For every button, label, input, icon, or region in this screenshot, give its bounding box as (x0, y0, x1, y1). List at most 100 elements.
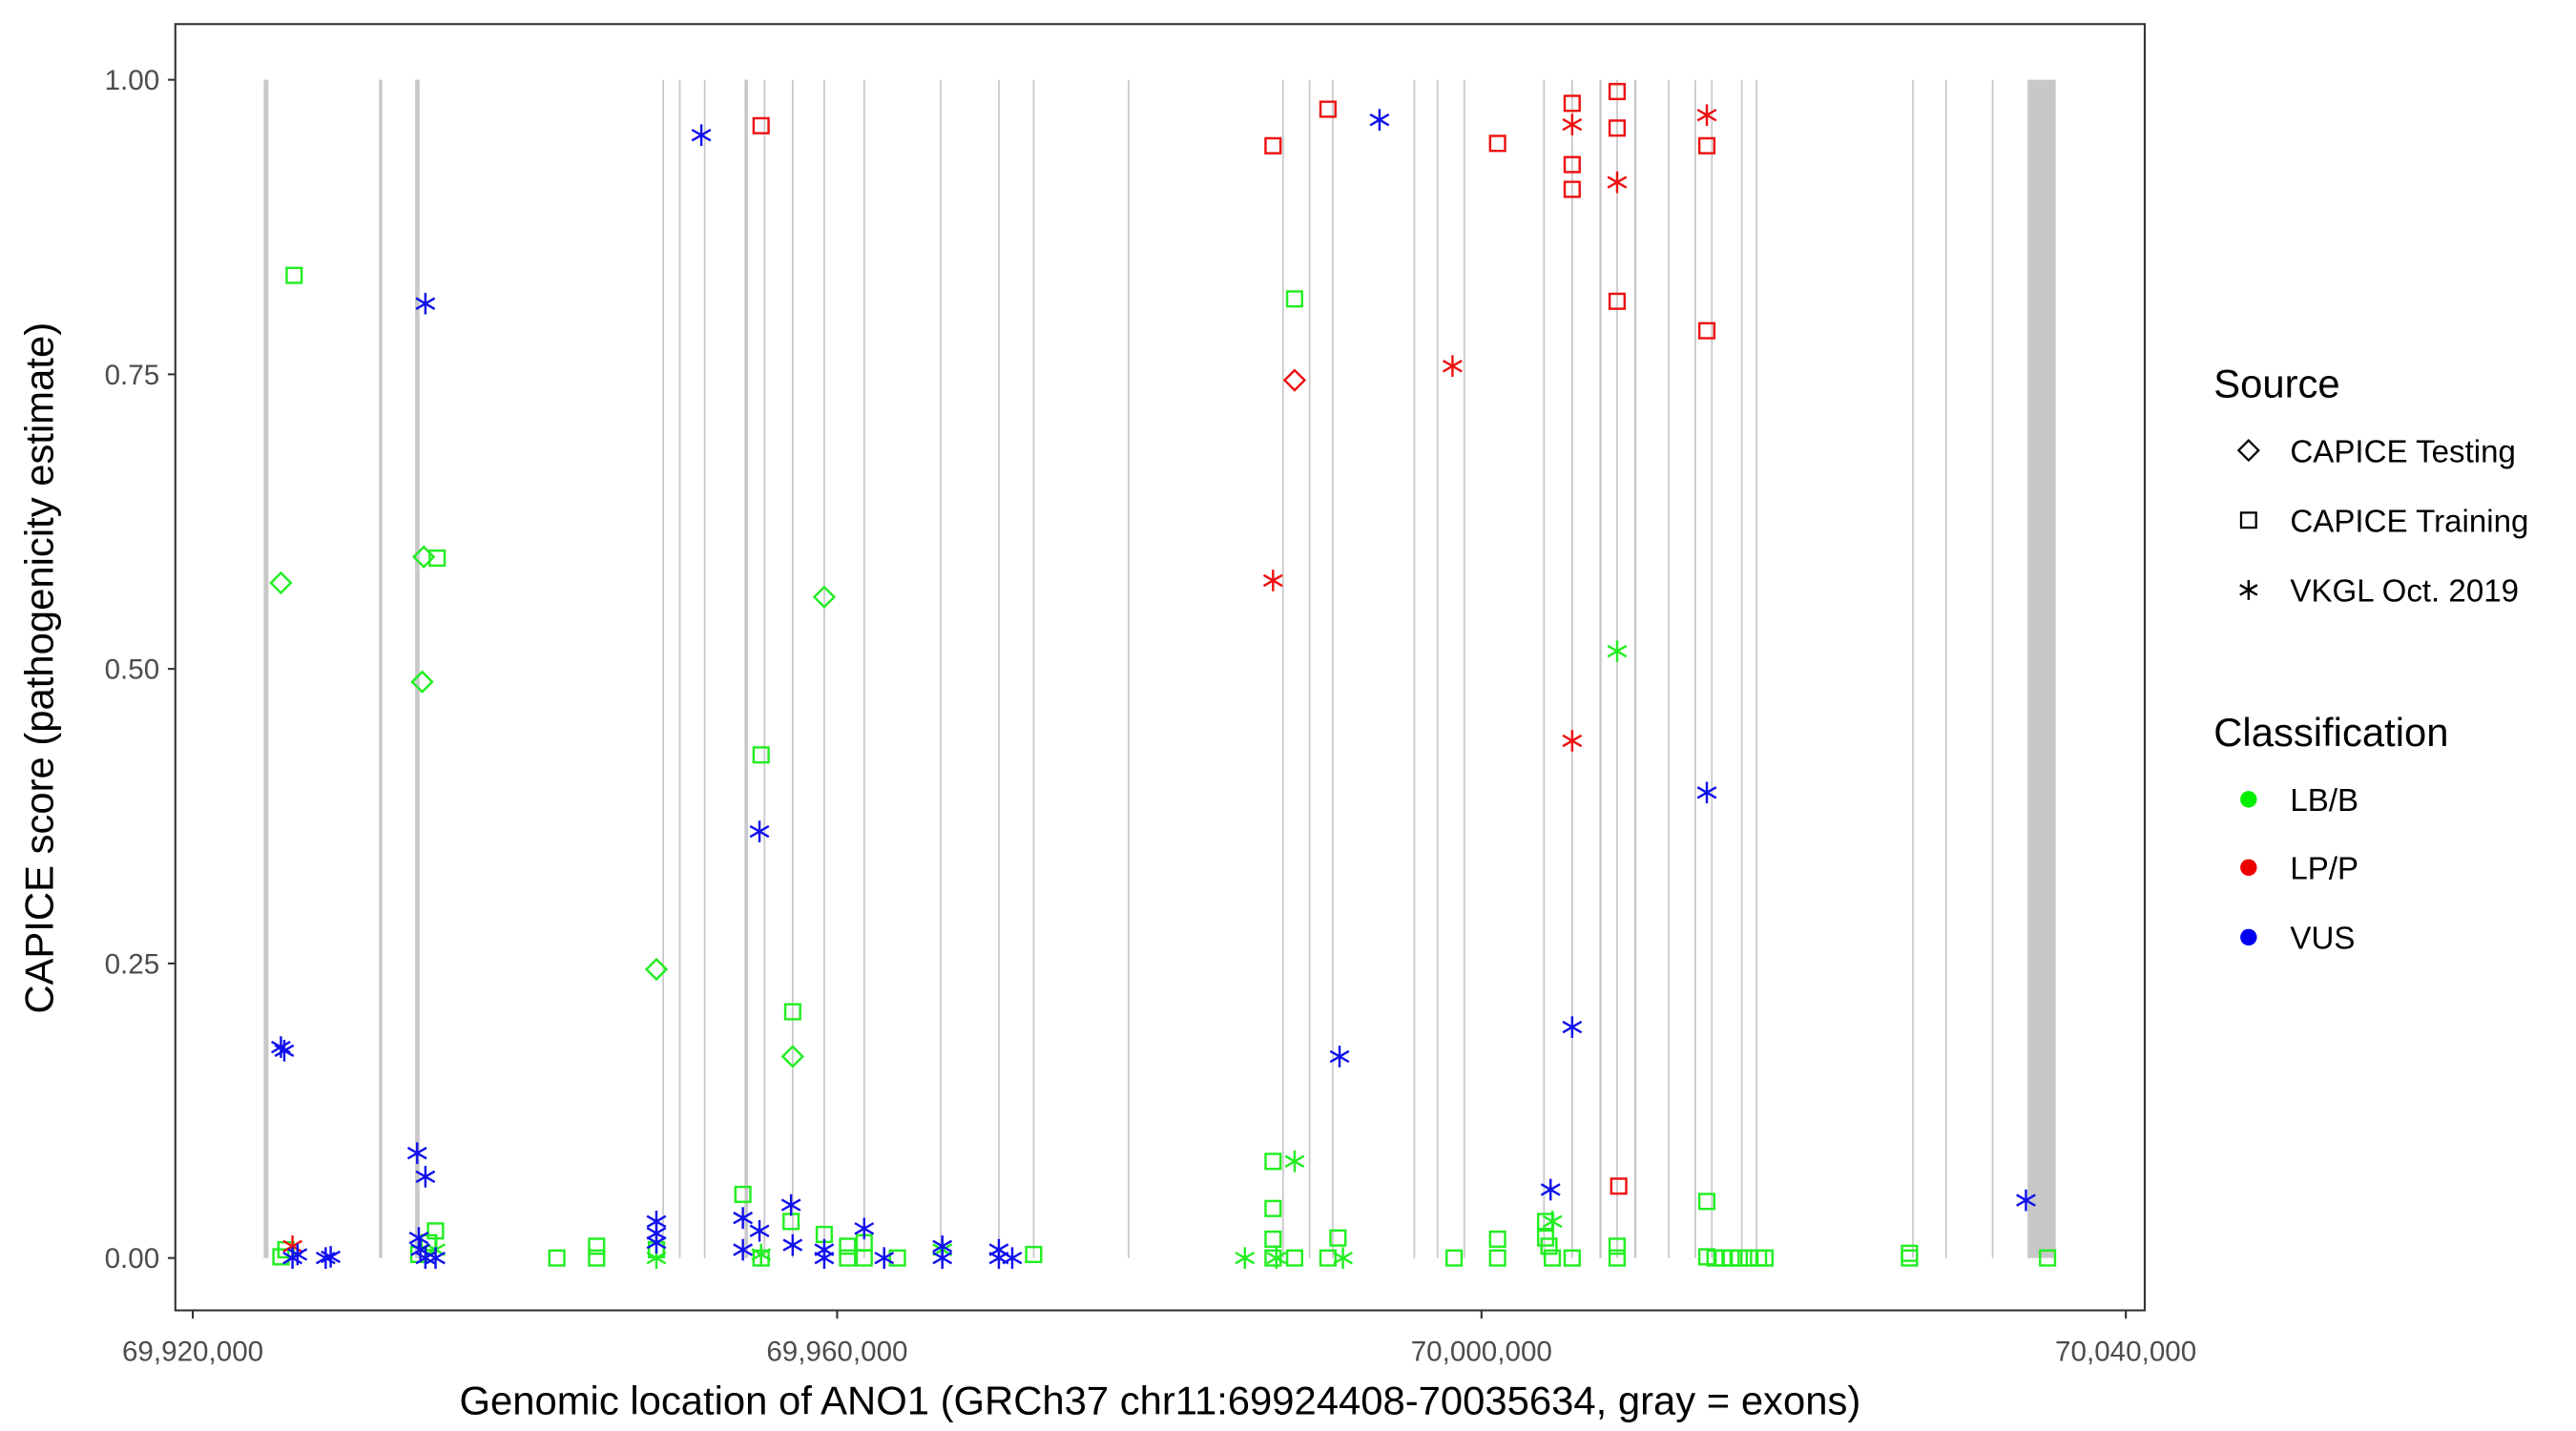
point-asterisk (874, 1247, 895, 1269)
y-axis-title: CAPICE score (pathogenicity estimate) (17, 322, 62, 1014)
x-tick-label: 69,960,000 (766, 1337, 907, 1368)
point-asterisk (426, 1247, 446, 1269)
point-asterisk (415, 292, 436, 315)
exon-band (744, 79, 749, 1258)
point-asterisk (988, 1247, 1009, 1269)
point-square (588, 1249, 606, 1267)
point-asterisk (733, 1207, 754, 1229)
point-asterisk (1696, 104, 1717, 126)
point-square (1285, 1249, 1303, 1267)
exon-band (1944, 79, 1947, 1258)
vus-dot-icon (2240, 928, 2257, 946)
exon-band (1599, 79, 1602, 1258)
point-asterisk (749, 820, 770, 842)
point-asterisk (1562, 730, 1583, 752)
legend: Source CAPICE Testing CAPICE Training VK… (2213, 361, 2528, 956)
point-asterisk (1262, 570, 1283, 591)
point-square (2039, 1249, 2057, 1267)
asterisk-glyph (2239, 579, 2258, 600)
point-square (1264, 1152, 1282, 1171)
exon-band (1281, 79, 1284, 1258)
point-square (1608, 1249, 1627, 1267)
point-square (1563, 1249, 1581, 1267)
exon-band (662, 79, 664, 1258)
point-square (1697, 1192, 1716, 1211)
point-square (1025, 1245, 1043, 1264)
legend-source-item: CAPICE Training (2290, 504, 2528, 539)
point-square (1563, 94, 1581, 113)
point-square (1264, 1199, 1282, 1217)
point-asterisk (1696, 781, 1717, 804)
point-asterisk (1562, 1016, 1583, 1038)
legend-source-item: CAPICE Testing (2290, 434, 2516, 469)
point-asterisk (1284, 1151, 1305, 1172)
point-square (1610, 1177, 1628, 1195)
point-square (1264, 136, 1282, 155)
point-square (1697, 136, 1716, 155)
exon-band (1912, 79, 1914, 1258)
legend-class-item: VUS (2290, 922, 2355, 957)
exon-band (1991, 79, 1994, 1258)
legend-source-item: VKGL Oct. 2019 (2290, 574, 2519, 610)
point-square (1445, 1249, 1464, 1267)
point-diamond (644, 957, 669, 982)
point-asterisk (1235, 1247, 1256, 1269)
point-square (839, 1237, 857, 1255)
point-square (839, 1249, 857, 1267)
exon-band (1755, 79, 1758, 1258)
exon-band (1308, 79, 1311, 1258)
point-asterisk (406, 1142, 427, 1165)
point-square (1608, 1237, 1627, 1255)
legend-class-item: LP/P (2290, 851, 2358, 886)
point-asterisk (1369, 109, 1390, 131)
point-asterisk (1540, 1178, 1561, 1201)
x-tick-label: 70,000,000 (1411, 1337, 1552, 1368)
point-square (1264, 1230, 1282, 1248)
exon-band (1711, 79, 1714, 1258)
point-asterisk (691, 124, 712, 146)
square-icon (2239, 511, 2257, 529)
exon-band (1332, 79, 1334, 1258)
y-tick-label: 0.50 (105, 654, 160, 686)
point-square (855, 1249, 873, 1267)
point-square (1697, 321, 1716, 340)
exon-band (379, 79, 383, 1258)
lbb-dot-icon (2240, 791, 2257, 808)
point-square (1740, 1249, 1758, 1267)
point-asterisk (1333, 1247, 1354, 1269)
point-asterisk (1002, 1247, 1023, 1269)
exon-band (1694, 79, 1696, 1258)
point-square (1536, 1213, 1555, 1231)
point-asterisk (1329, 1046, 1350, 1068)
exon-band (1128, 79, 1130, 1258)
point-asterisk (2016, 1189, 2036, 1212)
diamond-icon (2236, 439, 2260, 463)
exon-band (415, 79, 420, 1258)
point-asterisk (780, 1193, 801, 1216)
exon-band (823, 79, 825, 1258)
point-square (783, 1003, 801, 1021)
exon-band (1616, 79, 1618, 1258)
point-asterisk (646, 1232, 667, 1254)
exon-band (1633, 79, 1637, 1258)
point-asterisk (1607, 171, 1628, 194)
exon-band (1543, 79, 1546, 1258)
plot-panel-border (174, 23, 2147, 1312)
y-tick-label: 0.25 (105, 948, 160, 980)
point-square (1264, 1249, 1282, 1267)
point-square (1608, 82, 1627, 101)
point-square (548, 1249, 566, 1267)
y-tick-label: 0.00 (105, 1243, 160, 1275)
point-diamond (269, 570, 293, 595)
point-asterisk (321, 1246, 342, 1268)
point-asterisk (751, 1243, 772, 1266)
point-square (1901, 1249, 1919, 1267)
x-tick-label: 70,040,000 (2055, 1337, 2196, 1368)
point-square (1901, 1244, 1919, 1262)
point-square (752, 116, 770, 135)
point-square (782, 1213, 800, 1231)
point-square (1319, 100, 1337, 118)
point-asterisk (315, 1247, 336, 1269)
legend-source-title: Source (2213, 361, 2339, 405)
point-square (1319, 1249, 1337, 1267)
